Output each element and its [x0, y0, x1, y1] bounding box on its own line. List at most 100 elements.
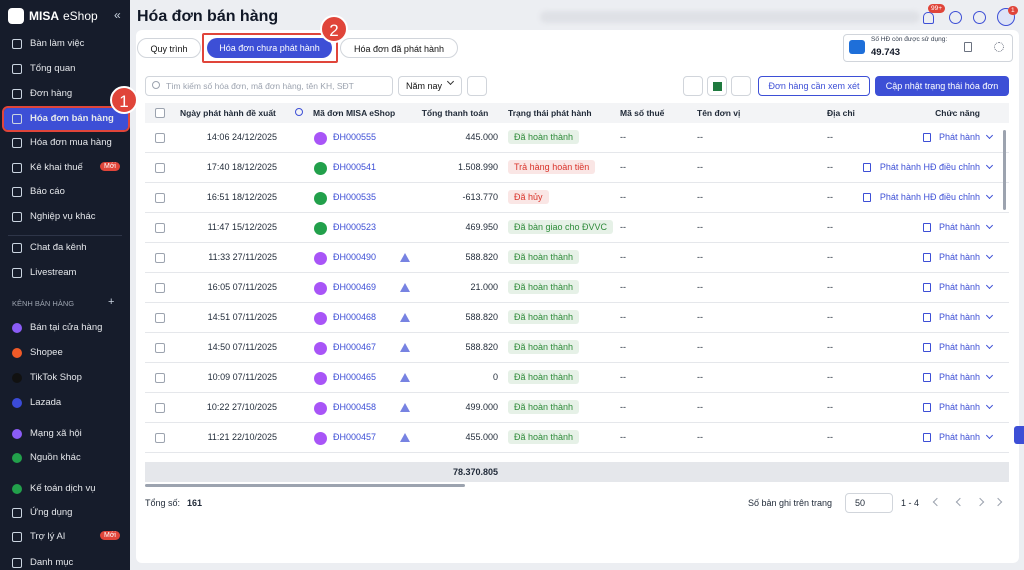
order-code[interactable]: ĐH000457: [333, 432, 376, 442]
order-code[interactable]: ĐH000541: [333, 162, 376, 172]
order-code[interactable]: ĐH000469: [333, 282, 376, 292]
sidebar-item[interactable]: Báo cáo: [30, 186, 65, 197]
bell-icon[interactable]: [923, 12, 934, 24]
order-code[interactable]: ĐH000523: [333, 222, 376, 232]
sidebar-item[interactable]: Bàn làm việc: [30, 38, 84, 49]
row-checkbox[interactable]: [155, 283, 165, 293]
search-placeholder: Tìm kiếm số hóa đơn, mã đơn hàng, tên KH…: [166, 81, 354, 91]
status-tag: Trả hàng hoàn tiền: [508, 160, 595, 174]
sidebar-item[interactable]: Hóa đơn bán hàng: [30, 113, 114, 124]
row-checkbox[interactable]: [155, 133, 165, 143]
row-checkbox[interactable]: [155, 253, 165, 263]
channel-icon: [314, 132, 327, 145]
sidebar-item[interactable]: Hóa đơn mua hàng: [30, 137, 112, 148]
order-code[interactable]: ĐH000535: [333, 192, 376, 202]
channel-icon: [314, 282, 327, 295]
status-tag: Đã hoàn thành: [508, 280, 579, 294]
tab[interactable]: Hóa đơn đã phát hành: [340, 38, 458, 58]
sidebar-item[interactable]: Kê khai thuế: [30, 162, 83, 173]
filter-button[interactable]: [467, 76, 487, 96]
sidebar-item[interactable]: Đơn hàng: [30, 88, 72, 99]
action-icon: [863, 163, 871, 172]
section-add[interactable]: +: [108, 296, 114, 308]
help-icon[interactable]: [949, 11, 962, 24]
brand-main: MISA: [29, 9, 59, 23]
row-divider: [145, 212, 1009, 213]
action-link[interactable]: Phát hành: [830, 132, 980, 142]
sidebar-item[interactable]: Mạng xã hội: [30, 428, 82, 439]
row-checkbox[interactable]: [155, 193, 165, 203]
side-toggle[interactable]: [1014, 426, 1024, 444]
order-code[interactable]: ĐH000458: [333, 402, 376, 412]
status-tag: Đã hoàn thành: [508, 250, 579, 264]
settings-button[interactable]: [731, 76, 751, 96]
row-checkbox[interactable]: [155, 163, 165, 173]
row-checkbox[interactable]: [155, 223, 165, 233]
row-checkbox[interactable]: [155, 433, 165, 443]
blurred-info: [540, 11, 920, 23]
action-link[interactable]: Phát hành: [830, 222, 980, 232]
refresh-button[interactable]: [683, 76, 703, 96]
row-divider: [145, 392, 1009, 393]
item-icon: [12, 89, 22, 99]
column-header: Chức năng: [890, 108, 980, 118]
order-code[interactable]: ĐH000465: [333, 372, 376, 382]
sidebar-item[interactable]: Nguồn khác: [30, 452, 81, 463]
action-link[interactable]: Phát hành: [830, 312, 980, 322]
row-checkbox[interactable]: [155, 313, 165, 323]
sidebar-item[interactable]: Shopee: [30, 347, 63, 358]
company-name: --: [697, 252, 703, 262]
sidebar-item[interactable]: Chat đa kênh: [30, 242, 87, 253]
sidebar-item[interactable]: Kế toán dịch vụ: [30, 483, 96, 494]
action-link[interactable]: Phát hành: [830, 432, 980, 442]
sidebar-item[interactable]: Ứng dụng: [30, 507, 72, 518]
sidebar-item[interactable]: Tổng quan: [30, 63, 75, 74]
total-amount: 445.000: [420, 132, 498, 142]
issue-date: 11:33 27/11/2025: [170, 252, 277, 262]
channel-icon: [314, 222, 327, 235]
quota-settings-icon[interactable]: [994, 42, 1004, 52]
status-tag: Đã hoàn thành: [508, 340, 579, 354]
total-row: [145, 462, 1009, 482]
action-link[interactable]: Phát hành HĐ điều chỉnh: [830, 162, 980, 172]
collapse-button[interactable]: «: [114, 8, 121, 22]
column-header: Mã số thuế: [620, 108, 664, 118]
row-checkbox[interactable]: [155, 403, 165, 413]
row-checkbox[interactable]: [155, 343, 165, 353]
action-link[interactable]: Phát hành HĐ điều chỉnh: [830, 192, 980, 202]
status-tag: Đã hoàn thành: [508, 130, 579, 144]
order-code[interactable]: ĐH000490: [333, 252, 376, 262]
company-name: --: [697, 222, 703, 232]
sidebar-item[interactable]: Lazada: [30, 397, 61, 408]
action-link[interactable]: Phát hành: [830, 342, 980, 352]
sidebar-item[interactable]: Livestream: [30, 267, 76, 278]
sidebar-item[interactable]: Danh mục: [30, 557, 73, 568]
total-amount: 588.820: [420, 312, 498, 322]
tab-highlight: [202, 33, 338, 63]
excel-button[interactable]: [707, 76, 727, 96]
order-code[interactable]: ĐH000467: [333, 342, 376, 352]
order-code[interactable]: ĐH000555: [333, 132, 376, 142]
company-name: --: [697, 312, 703, 322]
sidebar-item[interactable]: Nghiệp vụ khác: [30, 211, 95, 222]
period-label: Năm nay: [406, 81, 442, 91]
action-link[interactable]: Phát hành: [830, 252, 980, 262]
row-checkbox[interactable]: [155, 373, 165, 383]
sidebar-item[interactable]: Bán tại cửa hàng: [30, 322, 102, 333]
quota-doc-icon[interactable]: [964, 42, 972, 52]
update-button[interactable]: Cập nhật trạng thái hóa đơn: [875, 76, 1009, 96]
action-link[interactable]: Phát hành: [830, 402, 980, 412]
header-checkbox[interactable]: [155, 108, 165, 118]
order-code[interactable]: ĐH000468: [333, 312, 376, 322]
action-link[interactable]: Phát hành: [830, 282, 980, 292]
sidebar-item[interactable]: Trợ lý AI: [30, 531, 65, 542]
review-button[interactable]: Đơn hàng cần xem xét: [758, 76, 870, 96]
more-icon[interactable]: [973, 11, 986, 24]
tab[interactable]: Quy trình: [137, 38, 201, 58]
issue-date: 10:09 07/11/2025: [170, 372, 277, 382]
page-size-select[interactable]: [845, 493, 893, 513]
action-link[interactable]: Phát hành: [830, 372, 980, 382]
sidebar-item[interactable]: TikTok Shop: [30, 372, 82, 383]
status-tag: Đã hoàn thành: [508, 310, 579, 324]
item-icon: [12, 532, 22, 542]
